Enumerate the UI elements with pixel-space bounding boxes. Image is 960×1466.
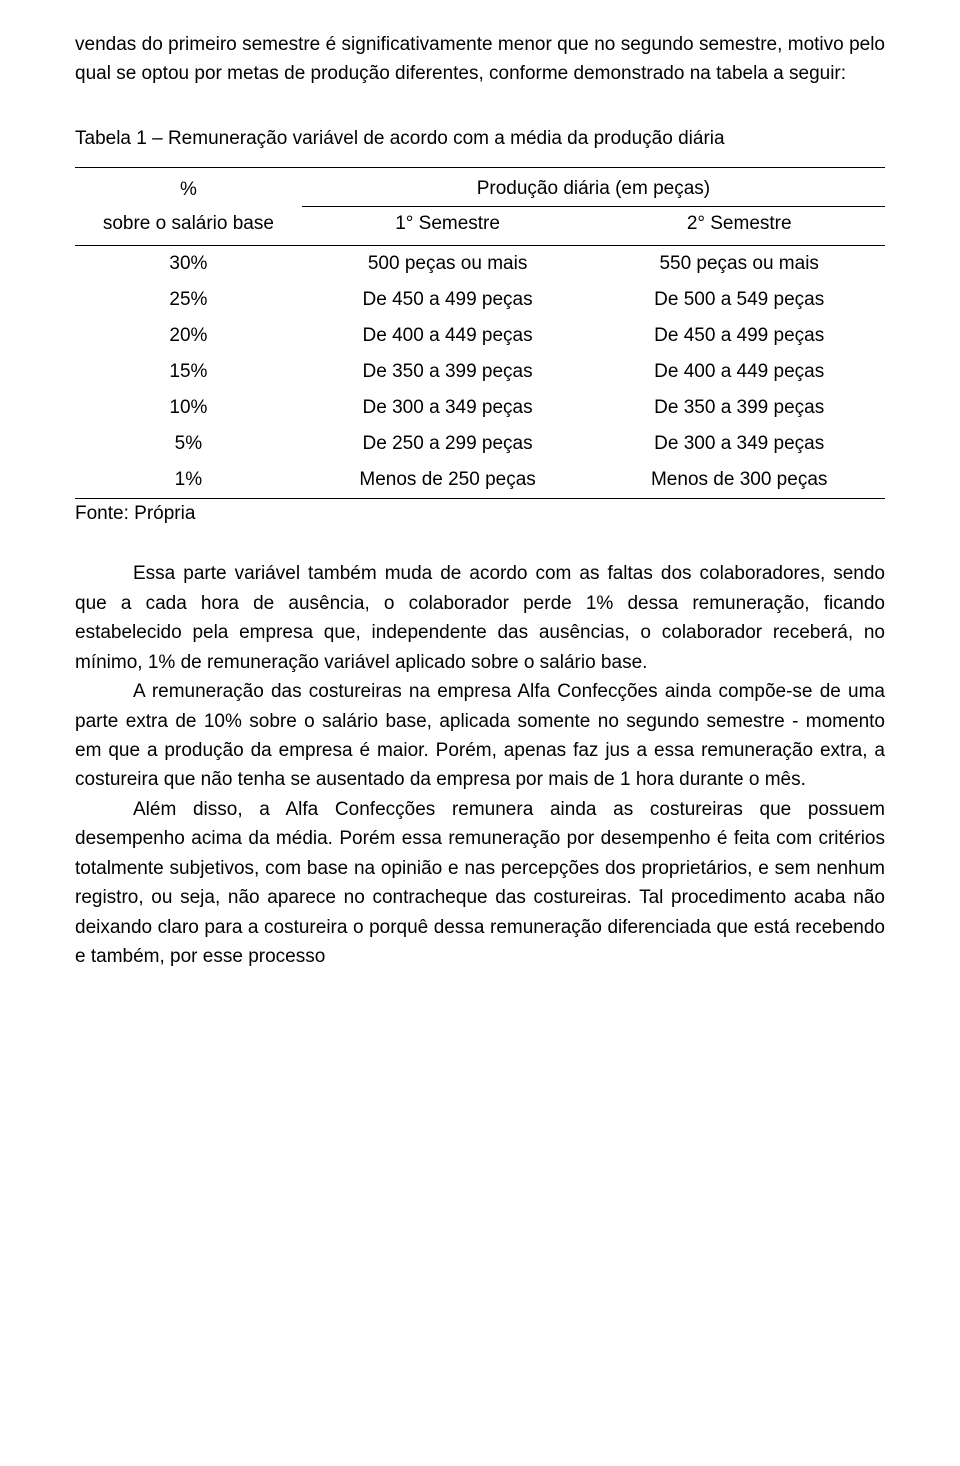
table-cell: De 400 a 449 peças [302,318,594,354]
intro-paragraph: vendas do primeiro semestre é significat… [75,30,885,89]
table-cell: De 450 a 499 peças [593,318,885,354]
table-source: Fonte: Própria [75,503,885,525]
body-paragraph: Essa parte variável também muda de acord… [75,559,885,677]
header-percent-line2: sobre o salário base [75,207,302,246]
table-cell: 1% [75,462,302,499]
table-cell: Menos de 250 peças [302,462,594,499]
remuneration-table: % Produção diária (em peças) sobre o sal… [75,167,885,499]
header-sem1: 1° Semestre [302,207,594,246]
table-cell: De 300 a 349 peças [593,426,885,462]
table-cell: De 350 a 399 peças [593,390,885,426]
body-paragraph: Além disso, a Alfa Confecções remunera a… [75,795,885,972]
table-cell: 500 peças ou mais [302,246,594,283]
table-cell: 15% [75,354,302,390]
table-cell: De 300 a 349 peças [302,390,594,426]
table-cell: 550 peças ou mais [593,246,885,283]
table-cell: 10% [75,390,302,426]
header-sem2: 2° Semestre [593,207,885,246]
table-cell: Menos de 300 peças [593,462,885,499]
table-cell: De 250 a 299 peças [302,426,594,462]
body-section: Essa parte variável também muda de acord… [75,559,885,971]
table-cell: De 350 a 399 peças [302,354,594,390]
table-title: Tabela 1 – Remuneração variável de acord… [75,125,885,154]
header-production: Produção diária (em peças) [302,168,885,207]
table-cell: De 450 a 499 peças [302,282,594,318]
body-paragraph: A remuneração das costureiras na empresa… [75,677,885,795]
document-page: vendas do primeiro semestre é significat… [0,0,960,1012]
header-percent-line1: % [75,168,302,207]
table-cell: De 400 a 449 peças [593,354,885,390]
table-cell: 20% [75,318,302,354]
table-cell: 25% [75,282,302,318]
table-cell: 5% [75,426,302,462]
table-cell: 30% [75,246,302,283]
table-cell: De 500 a 549 peças [593,282,885,318]
